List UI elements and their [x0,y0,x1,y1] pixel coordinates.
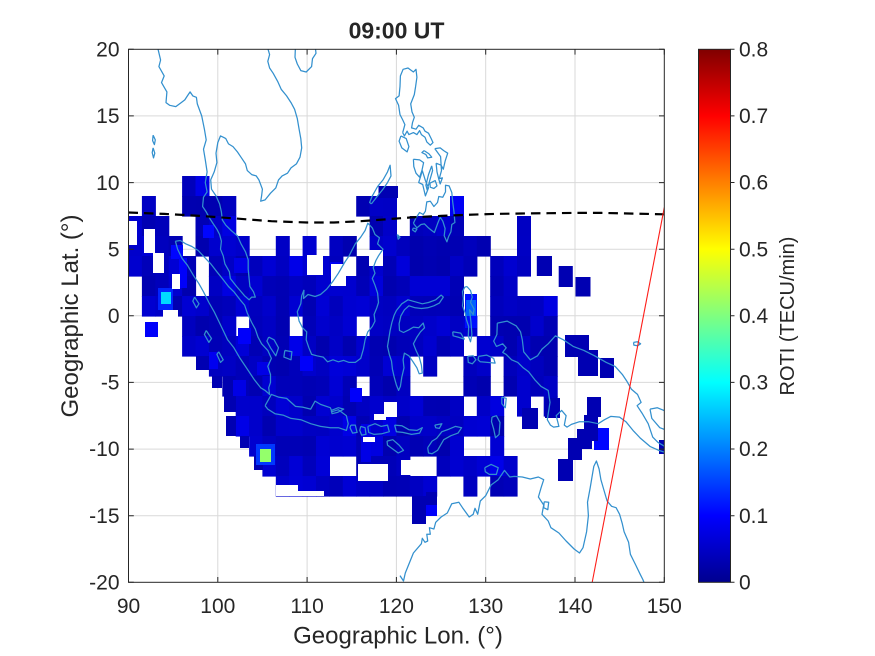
svg-text:09:00 UT: 09:00 UT [349,18,445,44]
svg-text:0.4: 0.4 [739,305,769,328]
svg-text:20: 20 [96,39,119,62]
svg-text:10: 10 [96,172,119,195]
svg-text:150: 150 [647,595,682,618]
svg-text:130: 130 [468,595,503,618]
svg-text:Geographic Lon. (°): Geographic Lon. (°) [293,623,503,650]
svg-text:-20: -20 [89,572,119,595]
svg-text:0.2: 0.2 [739,438,768,461]
svg-text:0.6: 0.6 [739,172,768,195]
svg-text:0.3: 0.3 [739,372,768,395]
svg-text:-15: -15 [89,505,119,528]
svg-text:120: 120 [379,595,414,618]
svg-text:-10: -10 [89,438,119,461]
svg-text:100: 100 [200,595,235,618]
svg-text:0: 0 [108,305,120,328]
svg-text:140: 140 [557,595,592,618]
svg-text:110: 110 [290,595,323,618]
svg-text:-5: -5 [101,372,120,395]
svg-text:0.8: 0.8 [739,39,768,62]
svg-text:0.5: 0.5 [739,238,768,261]
svg-text:ROTI (TECU/min): ROTI (TECU/min) [777,237,799,396]
svg-text:90: 90 [117,595,140,618]
svg-text:5: 5 [108,238,120,261]
svg-text:Geographic Lat. (°): Geographic Lat. (°) [57,214,84,417]
svg-text:0: 0 [739,572,751,595]
svg-text:0.7: 0.7 [739,105,768,128]
svg-text:0.1: 0.1 [739,505,768,528]
svg-text:15: 15 [96,105,119,128]
